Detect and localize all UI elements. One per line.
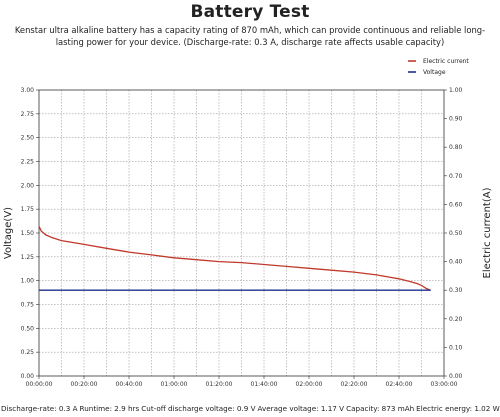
x-tick-label: 01:00:00 [161,381,188,388]
data-point [83,244,85,245]
data-point [376,274,377,276]
y-tick-label: 1.00 [21,278,35,285]
data-point [398,278,400,280]
data-point [72,242,74,243]
y2-tick-label: 0.90 [449,116,463,123]
data-point [286,265,287,267]
data-point [421,285,422,286]
stat-average-voltage: Average voltage: 1.17 V [257,404,345,413]
data-point [52,237,53,239]
x-tick-label: 02:40:00 [386,381,413,388]
data-point [353,271,355,273]
x-tick-label: 00:20:00 [71,381,98,388]
chart-title: Battery Test [190,2,310,22]
y-tick-label: 1.25 [21,254,35,261]
data-point [106,247,107,249]
data-point [128,251,130,253]
y2-tick-label: 0.60 [449,201,463,208]
data-point [416,283,418,284]
chart-description: Kenstar ultra alkaline battery has a cap… [14,25,486,47]
data-point [218,261,220,262]
data-point [173,257,175,259]
x-tick-label: 03:00:00 [431,381,458,388]
axis-ticks: 00:00:00 00:20:00 00:40:00 01:00:00 01:20:00… [21,87,463,388]
y2-tick-label: 1.00 [449,87,463,94]
data-point [61,240,62,242]
y2-tick-label: 0.20 [449,316,463,323]
y2-tick-label: 0.00 [449,373,463,380]
stat-capacity: Capacity: 873 mAh [346,404,415,413]
legend-label: Electric current [423,58,469,65]
footer-stats: Discharge-rate: 0.3 A Runtime: 2.9 hrs C… [0,404,500,417]
y-tick-label: 2.00 [21,182,35,189]
data-point [40,230,42,232]
data-point [263,264,265,265]
data-point [331,269,332,271]
data-point [387,276,389,278]
data-point [430,289,431,291]
data-point [45,234,47,236]
y-tick-label: 0.25 [21,349,35,356]
y-tick-label: 1.50 [21,230,35,237]
data-point [151,254,152,256]
data-point [38,225,40,227]
chart-legend: Electric current Voltage [408,58,469,76]
chart-grid [39,90,444,376]
x-tick-label: 02:20:00 [341,381,368,388]
y-tick-label: 2.50 [21,135,35,142]
stat-discharge-rate: Discharge-rate: 0.3 A [1,404,78,413]
data-point [241,262,242,263]
chart-marks [38,225,431,291]
stat-cutoff-voltage: Cut-off discharge voltage: 0.9 V [141,404,256,413]
data-point [425,287,427,289]
x-tick-label: 01:20:00 [206,381,233,388]
y-tick-label: 0.00 [21,373,35,380]
y-axis-title: Voltage(V) [3,207,14,259]
y2-tick-label: 0.30 [449,287,463,294]
x-tick-label: 01:40:00 [251,381,278,388]
data-point [196,259,197,261]
y2-tick-label: 0.70 [449,173,463,180]
y2-tick-label: 0.80 [449,144,463,151]
x-tick-label: 00:40:00 [116,381,143,388]
x-tick-label: 02:00:00 [296,381,323,388]
y-tick-label: 2.25 [21,159,35,166]
x-tick-label: 00:00:00 [26,381,53,388]
legend-label: Voltage [423,69,446,76]
y-tick-label: 1.75 [21,206,35,213]
y2-tick-label: 0.10 [449,344,463,351]
data-point [308,267,310,269]
stat-electric-energy: Electric energy: 1.02 Wh [416,404,500,413]
y2-tick-label: 0.50 [449,230,463,237]
y-tick-label: 3.00 [21,87,35,94]
data-point [409,281,411,283]
y2-axis-title: Electric current(A) [482,187,493,278]
y-tick-label: 2.75 [21,111,35,118]
y-tick-label: 0.50 [21,325,35,332]
stat-runtime: Runtime: 2.9 hrs [79,404,140,413]
y-tick-label: 0.75 [21,302,35,309]
data-point [38,289,40,291]
y2-tick-label: 0.40 [449,259,463,266]
